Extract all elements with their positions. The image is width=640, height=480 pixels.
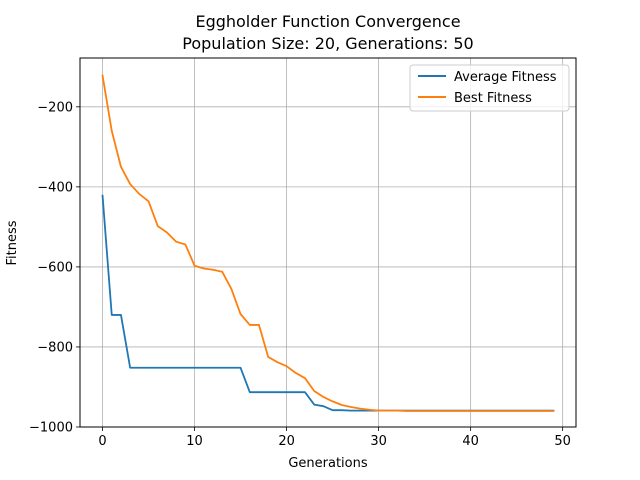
y-tick-label: −1000 xyxy=(29,421,73,436)
legend-frame xyxy=(409,64,570,112)
x-tick-label: 0 xyxy=(98,434,106,449)
y-tick-label: −200 xyxy=(37,100,73,115)
x-axis: 0 10 20 30 40 50 xyxy=(98,427,571,449)
series-line-best-fitness xyxy=(101,74,555,412)
y-axis: −1000 −800 −600 −400 −200 xyxy=(29,100,80,436)
y-axis-label: Fitness xyxy=(5,220,20,265)
y-tick-label: −400 xyxy=(37,180,73,195)
legend: Average Fitness Best Fitness xyxy=(409,64,570,112)
y-tick-label: −800 xyxy=(37,340,73,355)
x-tick-label: 20 xyxy=(278,434,295,449)
x-tick-label: 40 xyxy=(462,434,479,449)
y-tick-label: −600 xyxy=(37,260,73,275)
axes-frame xyxy=(79,57,577,428)
x-axis-label: Generations xyxy=(288,456,368,471)
legend-label-best-fitness: Best Fitness xyxy=(454,91,532,106)
x-tick-label: 50 xyxy=(554,434,571,449)
chart-subtitle: Population Size: 20, Generations: 50 xyxy=(182,34,473,53)
plot-area xyxy=(101,74,555,412)
x-tick-label: 30 xyxy=(370,434,387,449)
chart-title: Eggholder Function Convergence xyxy=(195,12,460,31)
x-tick-label: 10 xyxy=(186,434,203,449)
legend-label-average-fitness: Average Fitness xyxy=(454,70,557,85)
